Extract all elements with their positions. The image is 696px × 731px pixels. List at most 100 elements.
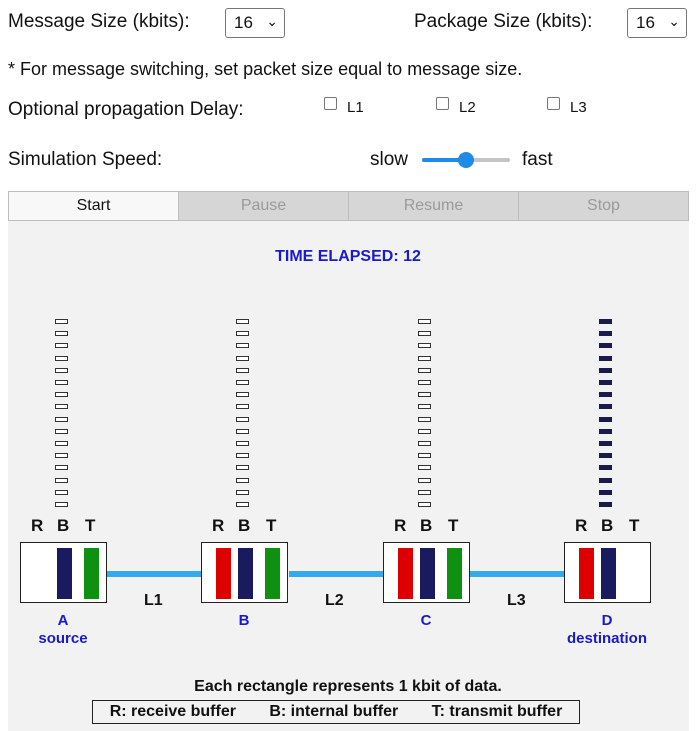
link-l2	[289, 571, 384, 577]
propagation-label: Optional propagation Delay:	[8, 99, 244, 120]
node-letter: B	[238, 612, 250, 629]
buffer-label-b: B	[57, 516, 70, 535]
queue-rect	[55, 404, 68, 410]
speed-slider[interactable]	[422, 152, 510, 168]
buffer-bar-t	[265, 548, 280, 599]
checkbox-l3[interactable]: L3	[547, 97, 587, 116]
queue-rect	[418, 477, 431, 483]
queue-rect	[418, 355, 431, 361]
legend-transmit: T: transmit buffer	[431, 703, 563, 720]
checkbox-l2[interactable]: L2	[436, 97, 476, 116]
queue-rect	[418, 489, 431, 495]
node-name-c: C	[366, 612, 486, 630]
queue-rect	[55, 343, 68, 349]
buffer-label-t: T	[448, 516, 459, 535]
speed-fast-label: fast	[522, 149, 553, 170]
speed-slow-label: slow	[370, 149, 409, 170]
link-label-l1: L1	[144, 592, 163, 609]
node-name-b: B	[184, 612, 304, 630]
speed-slider-thumb[interactable]	[458, 152, 474, 168]
resume-button[interactable]: Resume	[348, 191, 519, 221]
queue-rect	[236, 404, 249, 410]
buffer-bar-b	[601, 548, 616, 599]
package-size-label: Package Size (kbits):	[414, 11, 593, 32]
message-size-value: 16	[234, 13, 253, 32]
queue-rect	[599, 380, 612, 385]
queue-rect	[418, 404, 431, 410]
queue-rect	[599, 392, 612, 398]
queue-rect	[418, 441, 431, 446]
checkbox-box[interactable]	[436, 97, 449, 110]
buffer-bar-t	[447, 548, 462, 599]
queue-rect	[418, 416, 431, 422]
pause-button[interactable]: Pause	[178, 191, 349, 221]
queue-rect	[236, 441, 249, 446]
chevron-down-icon: ⌄	[266, 13, 278, 29]
queue-rect	[418, 392, 431, 398]
queue-rect	[236, 343, 249, 349]
queue-rect	[236, 502, 249, 507]
queue-rect	[418, 428, 431, 434]
checkbox-l1[interactable]: L1	[324, 97, 364, 116]
node-role: destination	[566, 630, 647, 647]
queue-rect	[418, 367, 431, 373]
queue-rect	[55, 465, 68, 471]
queue-rect	[55, 489, 68, 495]
queue-rect	[599, 367, 612, 373]
checkbox-box[interactable]	[547, 97, 560, 110]
queue-rect	[599, 404, 612, 410]
buffer-label-t: T	[629, 516, 640, 535]
node-role: source	[38, 630, 88, 647]
queue-rect	[55, 331, 68, 337]
queue-rect	[599, 465, 612, 471]
buffer-bar-r	[216, 548, 231, 599]
node-b	[201, 542, 288, 603]
buffer-label-b: B	[238, 516, 251, 535]
start-button[interactable]: Start	[8, 191, 179, 221]
link-l1	[107, 571, 202, 577]
time-elapsed: TIME ELAPSED: 12	[275, 248, 421, 265]
queue-rect	[236, 477, 249, 483]
queue-rect	[236, 489, 249, 495]
link-label-l3: L3	[507, 592, 526, 609]
queue-rect	[599, 416, 612, 422]
buffer-label-r: R	[575, 516, 588, 535]
buffer-label-b: B	[601, 516, 614, 535]
buffer-label-t: T	[85, 516, 96, 535]
queue-rect	[55, 502, 68, 507]
stop-button[interactable]: Stop	[518, 191, 689, 221]
queue-rect	[55, 355, 68, 361]
queue-rect	[418, 331, 431, 337]
queue-rect	[236, 355, 249, 361]
buffer-label-r: R	[394, 516, 407, 535]
legend-receive: R: receive buffer	[109, 703, 236, 720]
queue-rect	[599, 489, 612, 495]
queue-rect	[236, 380, 249, 385]
queue-rect	[236, 428, 249, 434]
buffer-label-b: B	[420, 516, 433, 535]
checkbox-box[interactable]	[324, 97, 337, 110]
buffer-bar-b	[57, 548, 72, 599]
buffer-bar-b	[238, 548, 253, 599]
queue-rect	[236, 416, 249, 422]
queue-rect	[418, 453, 431, 459]
simulation-panel	[8, 221, 689, 731]
legend-box: R: receive buffer B: internal buffer T: …	[92, 700, 580, 724]
package-size-select[interactable]: 16 ⌄	[627, 8, 687, 38]
queue-rect	[599, 453, 612, 459]
queue-rect	[55, 441, 68, 446]
buffer-label-r: R	[212, 516, 225, 535]
node-letter: D	[601, 612, 613, 629]
checkbox-label: L3	[570, 99, 587, 116]
queue-rect	[55, 477, 68, 483]
checkbox-label: L2	[459, 99, 476, 116]
node-c	[383, 542, 470, 603]
queue-rect	[599, 502, 612, 507]
buffer-label-r: R	[31, 516, 44, 535]
node-letter: C	[420, 612, 432, 629]
queue-rect	[55, 380, 68, 385]
message-size-select[interactable]: 16 ⌄	[225, 8, 285, 38]
queue-rect	[55, 453, 68, 459]
